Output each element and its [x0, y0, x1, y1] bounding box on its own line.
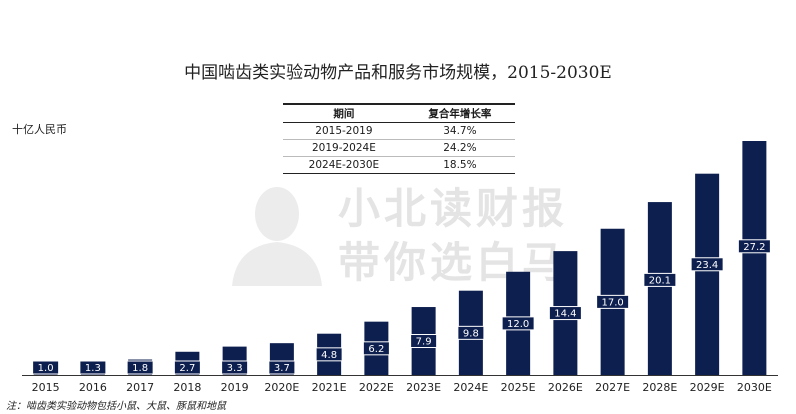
bar	[647, 202, 672, 375]
data-label-box	[596, 294, 630, 309]
x-tick-label: 2029E	[690, 381, 725, 394]
data-label: 3.7	[274, 363, 290, 374]
bar	[695, 173, 720, 375]
x-tick-label: 2030E	[737, 381, 772, 394]
data-label: 1.3	[85, 363, 101, 374]
x-tick-label: 2028E	[642, 381, 677, 394]
data-label: 3.3	[227, 363, 243, 374]
data-label-box	[457, 325, 485, 340]
watermark: 小北读财报 带你选白马	[338, 182, 568, 290]
data-label-box	[173, 360, 201, 375]
cagr-period: 2019-2024E	[283, 139, 405, 157]
data-label-box	[79, 360, 107, 375]
data-label: 23.4	[696, 260, 718, 271]
watermark-line1: 小北读财报	[338, 184, 569, 233]
table-row: 2024E-2030E 18.5%	[283, 156, 515, 174]
cagr-rate: 18.5%	[404, 156, 515, 174]
data-label: 12.0	[507, 319, 529, 330]
chart-title: 中国啮齿类实验动物产品和服务市场规模，2015-2030E	[184, 63, 612, 83]
watermark-portrait-icon	[232, 187, 322, 286]
data-label-box	[737, 239, 771, 254]
x-tick-label: 2018	[173, 381, 201, 394]
x-tick-label: 2019	[221, 381, 249, 394]
data-label-box	[690, 257, 724, 272]
data-label-box	[410, 334, 438, 349]
data-label: 1.0	[38, 363, 54, 374]
data-label: 2.7	[179, 363, 195, 374]
cagr-table: 期间 复合年增长率 2015-2019 34.7% 2019-2024E 24.…	[283, 103, 515, 174]
x-tick-label: 2016	[79, 381, 107, 394]
x-tick-label: 2020E	[264, 381, 299, 394]
data-label-box	[268, 360, 296, 375]
data-label: 20.1	[649, 275, 671, 286]
data-label-box	[315, 347, 343, 362]
x-tick-label: 2021E	[312, 381, 347, 394]
data-label: 17.0	[601, 297, 623, 308]
data-label: 7.9	[416, 337, 432, 348]
x-tick-label: 2027E	[595, 381, 630, 394]
data-label: 1.8	[132, 363, 148, 374]
x-tick-label: 2015	[32, 381, 60, 394]
data-label-box	[221, 360, 249, 375]
bar	[742, 141, 767, 375]
cagr-rate: 34.7%	[404, 122, 515, 140]
data-label-box	[32, 360, 60, 375]
data-label: 9.8	[463, 328, 479, 339]
data-label-box	[548, 306, 582, 321]
data-label: 14.4	[554, 309, 576, 320]
footnote: 注：啮齿类实验动物包括小鼠、大鼠、豚鼠和地鼠	[6, 401, 226, 412]
cagr-rate: 24.2%	[404, 139, 515, 157]
cagr-period: 2024E-2030E	[283, 156, 405, 174]
data-label-box	[501, 316, 535, 331]
x-tick-label: 2024E	[453, 381, 488, 394]
data-label: 6.2	[368, 344, 384, 355]
data-label-box	[362, 341, 390, 356]
data-label-box	[126, 360, 154, 375]
table-row: 2015-2019 34.7%	[283, 122, 515, 140]
data-label: 4.8	[321, 350, 337, 361]
x-tick-label: 2026E	[548, 381, 583, 394]
data-label-box	[643, 272, 677, 287]
x-tick-label: 2022E	[359, 381, 394, 394]
x-tick-label: 2023E	[406, 381, 441, 394]
data-label: 27.2	[743, 242, 765, 253]
table-row: 2019-2024E 24.2%	[283, 139, 515, 157]
y-unit-label: 十亿人民币	[12, 123, 67, 136]
cagr-header-period: 期间	[283, 103, 405, 123]
x-tick-label: 2025E	[501, 381, 536, 394]
x-tick-label: 2017	[126, 381, 154, 394]
cagr-period: 2015-2019	[283, 122, 405, 140]
cagr-header-rate: 复合年增长率	[404, 103, 515, 123]
